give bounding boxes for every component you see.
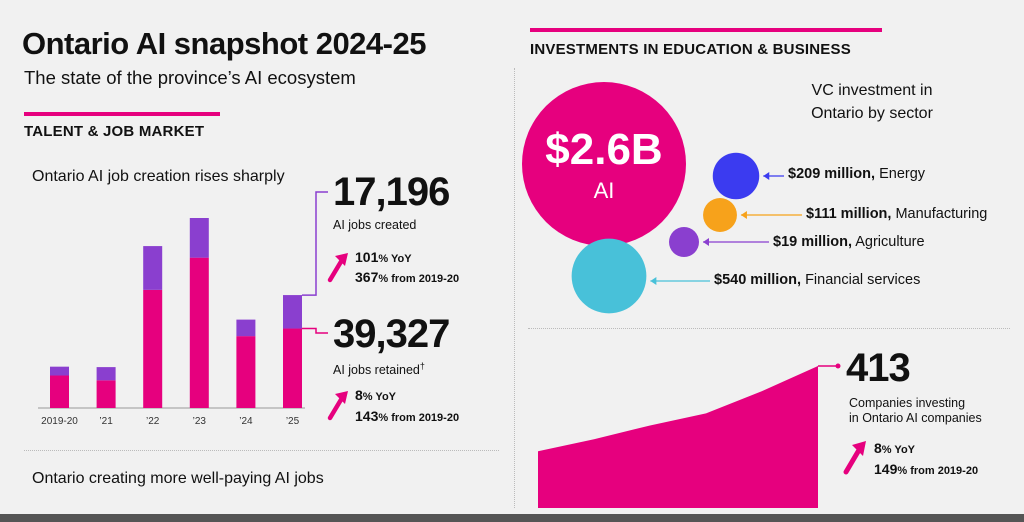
bar-segment bbox=[143, 246, 163, 290]
jobs-retained-label: AI jobs retained† bbox=[333, 361, 425, 378]
bar-segment bbox=[189, 257, 209, 408]
page-subtitle: The state of the province’s AI ecosystem bbox=[24, 67, 356, 88]
bar-segment bbox=[283, 328, 302, 408]
x-tick-label: 2019-20 bbox=[41, 416, 78, 427]
energy-bubble bbox=[712, 152, 760, 200]
companies-label-line1: Companies investing bbox=[849, 396, 966, 410]
bar-segment bbox=[189, 218, 209, 258]
bar-segment bbox=[50, 366, 69, 376]
jobs-created-yoy: 101% YoY bbox=[355, 249, 412, 265]
jobs-created-value: 17,196 bbox=[333, 170, 450, 214]
jobs-retained-value: 39,327 bbox=[333, 312, 450, 356]
financial-bubble bbox=[571, 238, 647, 314]
x-tick-label: ’25 bbox=[286, 416, 300, 427]
companies-area bbox=[538, 366, 818, 508]
agriculture-bubble bbox=[669, 227, 699, 257]
sector-agriculture-label: $19 million, Agriculture bbox=[773, 234, 925, 250]
sector-financial-label: $540 million, Financial services bbox=[714, 272, 921, 288]
x-tick-label: ’23 bbox=[193, 416, 207, 427]
vc-title-line1: VC investment in bbox=[811, 82, 933, 99]
page-title: Ontario AI snapshot 2024-25 bbox=[22, 26, 426, 61]
bar-segment bbox=[96, 367, 116, 381]
companies-from: 149% from 2019-20 bbox=[874, 461, 979, 477]
jobs-created-from: 367% from 2019-20 bbox=[355, 269, 460, 285]
arrow-up-icon bbox=[843, 441, 866, 475]
investments-heading: INVESTMENTS IN EDUCATION & BUSINESS bbox=[530, 41, 851, 58]
arrow-up-icon bbox=[327, 253, 348, 283]
ai-bubble bbox=[522, 82, 686, 246]
bar-segment bbox=[50, 375, 69, 408]
right-divider bbox=[528, 328, 1010, 329]
companies-value: 413 bbox=[846, 346, 911, 390]
x-tick-label: ’22 bbox=[146, 416, 160, 427]
x-tick-label: ’24 bbox=[239, 416, 253, 427]
sector-energy-label: $209 million, Energy bbox=[788, 166, 926, 182]
jobs-retained-yoy: 8% YoY bbox=[355, 387, 397, 403]
energy-bubble-arrowhead bbox=[763, 172, 770, 180]
jobs-retained-from: 143% from 2019-20 bbox=[355, 408, 460, 424]
ai-bubble-label: AI bbox=[594, 178, 615, 203]
bottom-edge bbox=[0, 514, 1024, 522]
companies-connector-dot bbox=[835, 363, 841, 369]
investments-rule bbox=[530, 28, 882, 32]
x-tick-label: ’21 bbox=[99, 416, 113, 427]
companies-yoy: 8% YoY bbox=[874, 440, 916, 456]
financial-bubble-arrowhead bbox=[650, 277, 657, 285]
bar-segment bbox=[143, 289, 163, 408]
left-divider bbox=[24, 450, 499, 451]
bar-segment bbox=[236, 319, 256, 337]
manufacturing-bubble-arrowhead bbox=[740, 211, 747, 219]
sector-manufacturing-label: $111 million, Manufacturing bbox=[806, 206, 988, 222]
retained-connector bbox=[302, 327, 328, 334]
bar-segment bbox=[96, 380, 116, 408]
manufacturing-bubble bbox=[703, 198, 737, 232]
vc-title-line2: Ontario by sector bbox=[811, 105, 933, 122]
talent-heading: TALENT & JOB MARKET bbox=[24, 123, 205, 140]
agriculture-bubble-arrowhead bbox=[703, 238, 709, 246]
talent-rule bbox=[24, 112, 220, 116]
created-connector bbox=[302, 191, 328, 296]
column-divider bbox=[514, 68, 515, 508]
wages-caption: Ontario creating more well-paying AI job… bbox=[32, 470, 324, 487]
companies-label-line2: in Ontario AI companies bbox=[849, 411, 982, 425]
arrow-up-icon bbox=[327, 391, 348, 421]
bar-segment bbox=[236, 336, 256, 408]
jobs-created-label: AI jobs created bbox=[333, 218, 417, 232]
jobs-chart-caption: Ontario AI job creation rises sharply bbox=[32, 168, 285, 185]
bar-segment bbox=[283, 295, 302, 329]
ai-bubble-value: $2.6B bbox=[545, 125, 662, 174]
